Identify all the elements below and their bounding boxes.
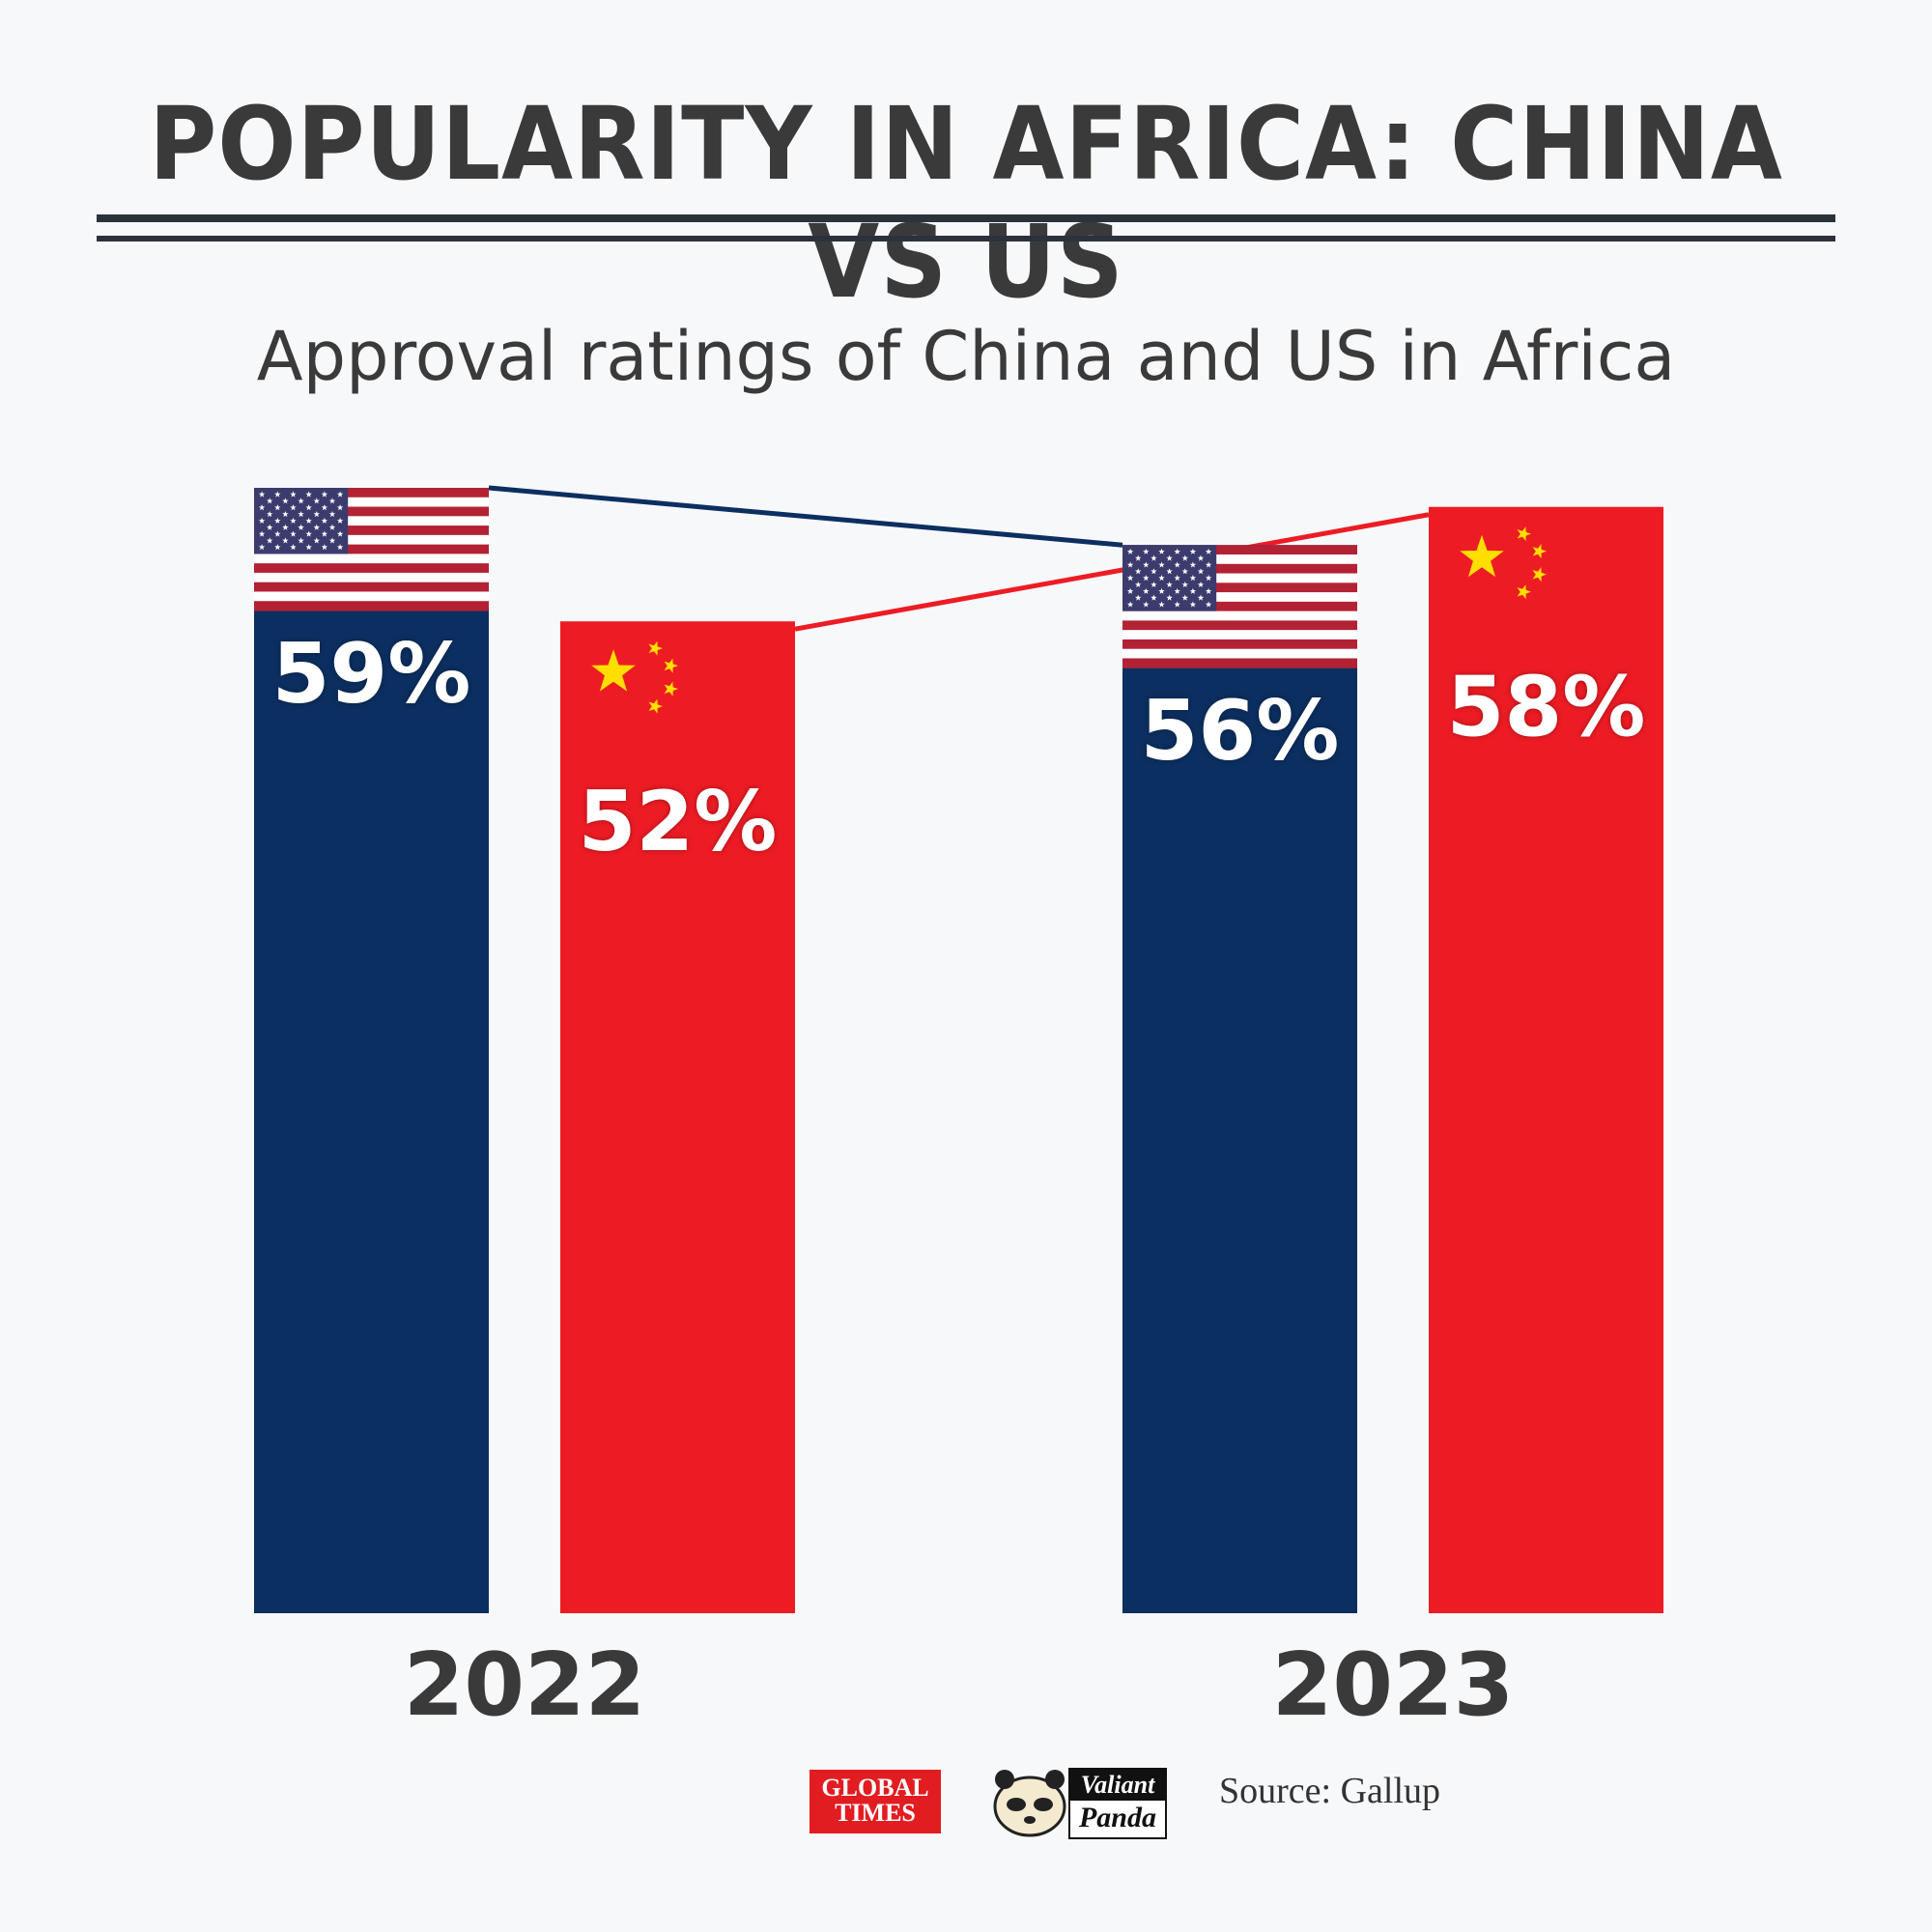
valiant-panda-wordmark: Valiant Panda	[1068, 1768, 1167, 1839]
bar-us-2023: 56%	[1122, 545, 1357, 1613]
source-note: Source: Gallup	[1219, 1771, 1441, 1811]
valiant-panda-logo: Valiant Panda	[991, 1764, 1184, 1839]
chart-title: POPULARITY IN AFRICA: CHINA VS US	[149, 85, 1783, 321]
bar-china-2023: 58%	[1429, 506, 1663, 1613]
bar-rect	[560, 621, 795, 1613]
bar-chart: 59% 56% 52% 58% 2022 2023	[254, 485, 1663, 1719]
value-label: 58%	[1447, 660, 1646, 756]
panda-icon	[993, 1770, 1066, 1837]
title-rule-bottom	[97, 236, 1835, 242]
value-label: 56%	[1141, 683, 1340, 780]
x-tick-label-2023: 2023	[1272, 1634, 1515, 1719]
global-times-logo: GLOBAL TIMES	[810, 1770, 941, 1833]
title-rule-top	[97, 214, 1835, 222]
connector-line-china	[794, 512, 1430, 632]
bar-us-2022: 59%	[254, 488, 489, 1613]
bar-rect	[1429, 506, 1663, 1613]
bar-rect	[1122, 545, 1357, 1613]
value-label: 52%	[579, 774, 778, 870]
chart-subtitle: Approval ratings of China and US in Afri…	[256, 317, 1676, 396]
bar-china-2022: 52%	[560, 621, 795, 1613]
x-tick-label-2022: 2022	[404, 1634, 646, 1719]
bar-rect	[254, 488, 489, 1613]
value-label: 59%	[272, 626, 471, 723]
connector-line-us	[488, 485, 1123, 548]
